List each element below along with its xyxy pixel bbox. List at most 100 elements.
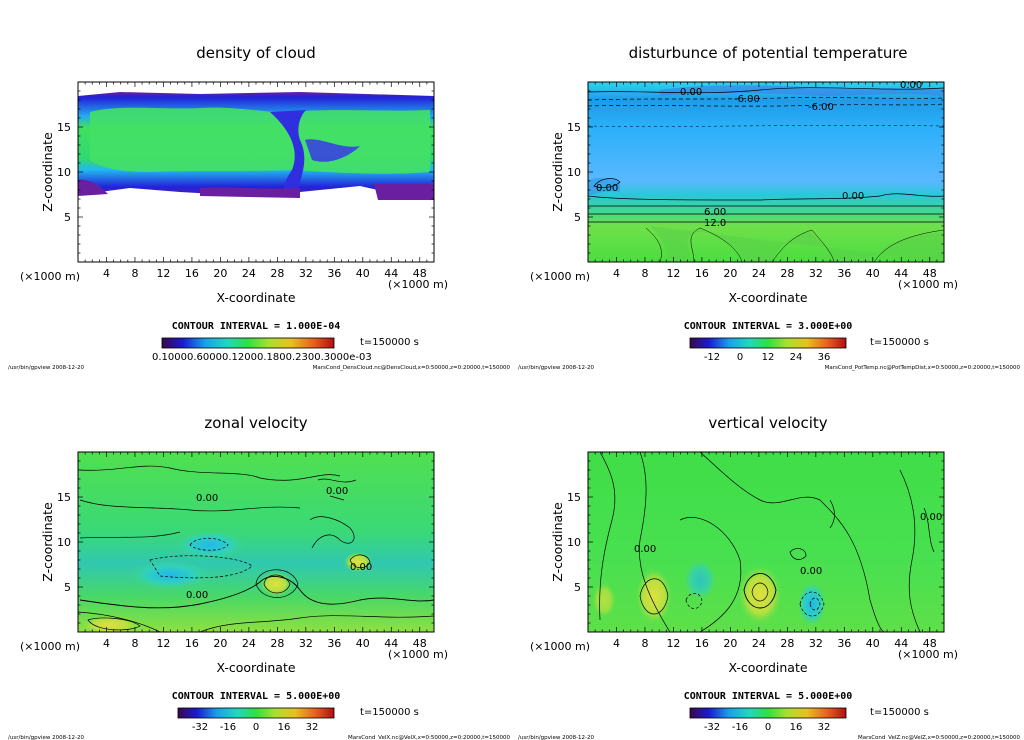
time-label: t=150000 s <box>360 337 419 348</box>
x-tick-label: 8 <box>641 267 648 280</box>
x-tick-label: 44 <box>384 637 398 650</box>
x-tick-label: 32 <box>809 637 823 650</box>
x-tick-label: 12 <box>666 637 680 650</box>
time-label: t=150000 s <box>360 707 419 718</box>
x-tick-label: 32 <box>299 637 313 650</box>
chart-title: vertical velocity <box>708 414 827 432</box>
y-tick-label: 15 <box>567 121 581 134</box>
colorbar-tick-label: 24 <box>790 352 803 363</box>
colorbar-tick-label: 32 <box>818 722 831 733</box>
chart-title: density of cloud <box>196 44 316 62</box>
contour-lines <box>588 87 944 262</box>
y-tick-label: 10 <box>567 166 581 179</box>
x-tick-label: 16 <box>695 267 709 280</box>
x-tick-label: 48 <box>923 267 937 280</box>
contour-label: 0.00 <box>634 544 656 555</box>
contour-interval-label: CONTOUR INTERVAL = 5.000E+00 <box>172 691 341 702</box>
x-unit-label: (×1000 m) <box>898 648 958 661</box>
x-tick-label: 24 <box>752 637 766 650</box>
time-label: t=150000 s <box>870 707 929 718</box>
y-tick-label: 5 <box>64 581 71 594</box>
x-unit-label: (×1000 m) <box>388 278 448 291</box>
y-tick-label: 15 <box>57 121 71 134</box>
x-tick-label: 44 <box>894 267 908 280</box>
x-tick-label: 44 <box>384 267 398 280</box>
x-tick-group: 4 8 12 16 20 24 28 32 36 40 44 48 <box>594 452 938 650</box>
footer-left: /usr/bin/gpview 2008-12-20 <box>8 365 85 371</box>
y-axis-label: Z-coordinate <box>40 132 55 212</box>
x-tick-label: 40 <box>866 267 880 280</box>
x-tick-label: 40 <box>356 637 370 650</box>
colorbar <box>161 337 335 349</box>
x-tick-label: 20 <box>213 267 227 280</box>
contour-lines <box>78 465 434 632</box>
x-unit-label: (×1000 m) <box>388 648 448 661</box>
contour-label-group: 0.00 0.00 0.00 0.00 <box>186 486 372 601</box>
x-tick-label: 4 <box>613 637 620 650</box>
colorbar-tick-group: -32 -16 0 16 32 <box>192 722 319 733</box>
y-tick-group: 5 10 15 <box>567 460 944 624</box>
x-tick-label: 12 <box>156 267 170 280</box>
contour-label-group: 0.00 0.00 -6.00 -6.00 0.00 0.00 6.00 12.… <box>596 80 922 229</box>
panel-potential-temperature: disturbunce of potential temperature 0.0… <box>518 44 1020 371</box>
contour-label: 0.00 <box>900 80 922 91</box>
y-unit-label: (×1000 m) <box>20 270 80 283</box>
x-tick-label: 16 <box>185 637 199 650</box>
x-tick-label: 40 <box>356 267 370 280</box>
contour-lines <box>599 452 935 632</box>
panel-vertical-velocity: vertical velocity 0.00 <box>518 414 1020 740</box>
y-tick-label: 15 <box>57 491 71 504</box>
x-tick-label: 20 <box>723 637 737 650</box>
x-tick-label: 24 <box>752 267 766 280</box>
footer-right: MarsCond_DensCloud.nc@DensCloud,x=0:5000… <box>313 365 511 371</box>
colorbar-tick-group: -12 0 12 24 36 <box>704 352 831 363</box>
y-tick-label: 5 <box>64 211 71 224</box>
colorbar <box>689 337 847 349</box>
y-axis-label: Z-coordinate <box>550 502 565 582</box>
footer-left: /usr/bin/gpview 2008-12-20 <box>518 365 595 371</box>
colorbar-tick-label: -32 <box>704 722 720 733</box>
x-tick-label: 8 <box>641 637 648 650</box>
x-tick-label: 48 <box>413 267 427 280</box>
x-tick-label: 8 <box>131 637 138 650</box>
x-tick-label: 48 <box>923 637 937 650</box>
colorbar-tick-label: -12 <box>704 352 720 363</box>
x-tick-label: 24 <box>242 267 256 280</box>
contour-interval-label: CONTOUR INTERVAL = 1.000E-04 <box>172 321 341 332</box>
heatmap-field <box>78 452 434 632</box>
y-tick-label: 10 <box>57 536 71 549</box>
y-unit-label: (×1000 m) <box>530 270 590 283</box>
chart-title: disturbunce of potential temperature <box>629 44 908 62</box>
x-tick-label: 16 <box>695 637 709 650</box>
y-tick-label: 5 <box>574 581 581 594</box>
x-tick-label: 20 <box>723 267 737 280</box>
x-tick-label: 20 <box>213 637 227 650</box>
colorbar-tick-label: 0.10000.60000.12000.1800.2300.3000e-03 <box>152 352 372 363</box>
contour-interval-label: CONTOUR INTERVAL = 5.000E+00 <box>684 691 853 702</box>
y-unit-label: (×1000 m) <box>530 640 590 653</box>
x-tick-label: 12 <box>666 267 680 280</box>
footer-right: MarsCond_VelX.nc@VelX,x=0:50000,z=0:2000… <box>348 735 511 740</box>
contour-label: 0.00 <box>350 562 372 573</box>
x-tick-label: 36 <box>837 637 851 650</box>
colorbar-tick-label: 0 <box>253 722 259 733</box>
x-tick-group: 4 8 12 16 20 24 28 32 36 40 44 48 <box>84 82 428 280</box>
contour-label: 0.00 <box>326 486 348 497</box>
y-tick-label: 10 <box>57 166 71 179</box>
contour-label: 0.00 <box>842 191 864 202</box>
contour-label: 0.00 <box>196 493 218 504</box>
heatmap-field <box>588 452 944 632</box>
y-tick-label: 10 <box>567 536 581 549</box>
colorbar-tick-label: -32 <box>192 722 208 733</box>
panel-zonal-velocity: zonal velocity 0.00 0.00 <box>8 414 510 740</box>
y-axis-label: Z-coordinate <box>40 502 55 582</box>
contour-label: 0.00 <box>596 183 618 194</box>
contour-label: 12.0 <box>704 218 726 229</box>
x-tick-label: 36 <box>327 637 341 650</box>
heatmap-field <box>588 82 944 262</box>
x-tick-label: 28 <box>780 267 794 280</box>
colorbar-tick-label: 16 <box>278 722 291 733</box>
x-unit-label: (×1000 m) <box>898 278 958 291</box>
x-tick-label: 48 <box>413 637 427 650</box>
